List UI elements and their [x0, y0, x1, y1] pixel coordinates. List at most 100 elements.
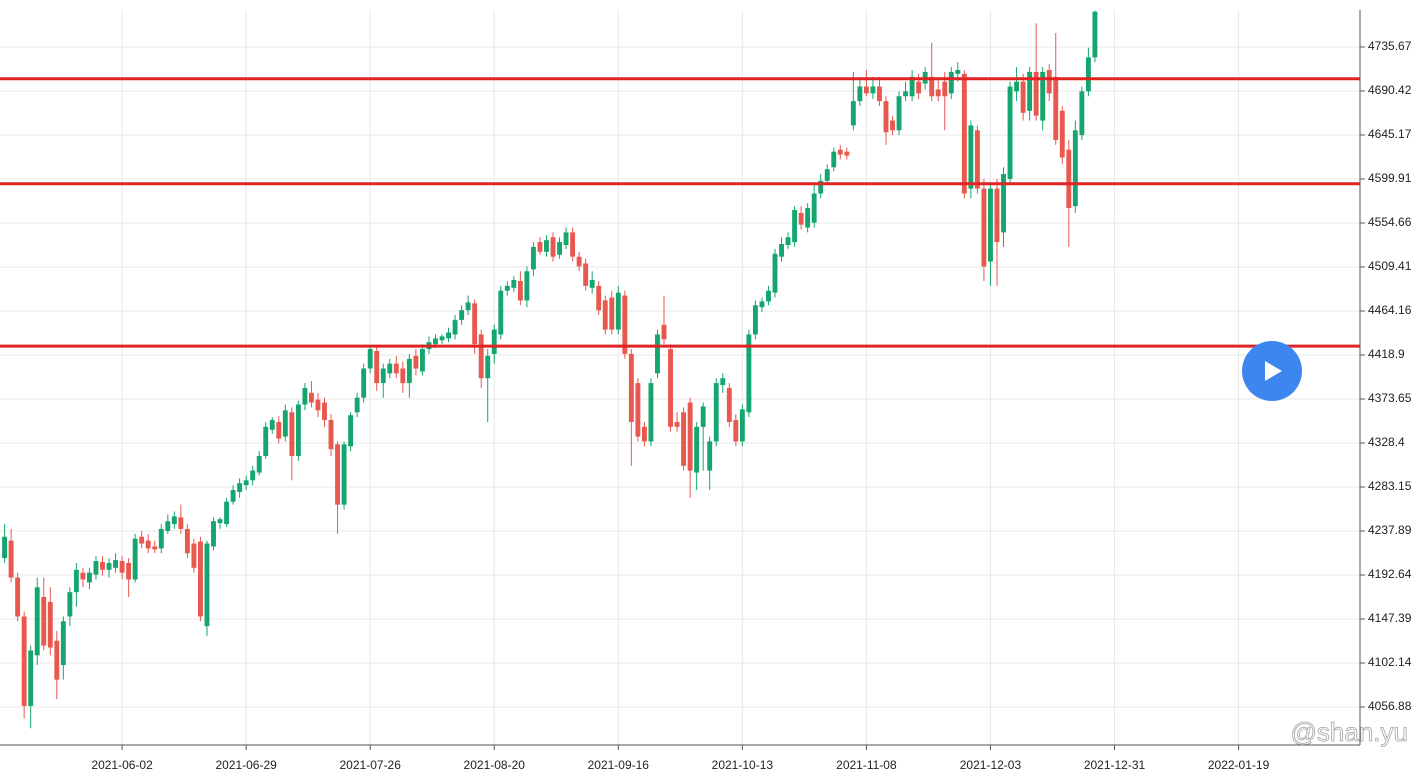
candle-body: [648, 383, 654, 442]
candle-body: [341, 444, 347, 505]
candle-body: [883, 101, 889, 133]
candle-body: [374, 351, 380, 384]
candle-body: [994, 188, 1000, 243]
candle-body: [433, 338, 438, 345]
candle-body: [28, 650, 34, 706]
candle-body: [2, 536, 8, 559]
y-tick-label: 4645.17: [1368, 127, 1412, 141]
candle-body: [204, 543, 210, 627]
candle-body: [772, 253, 778, 293]
candle-body: [1027, 71, 1033, 111]
candle-body: [766, 290, 771, 302]
candle-body: [380, 368, 386, 384]
candle-body: [335, 444, 340, 505]
candle-body: [1020, 81, 1026, 113]
candle-body: [511, 280, 517, 288]
candle-body: [733, 420, 739, 442]
candle-body: [668, 349, 673, 427]
candle-body: [230, 490, 236, 502]
candle-body: [948, 71, 954, 94]
candle-body: [263, 426, 269, 457]
candle-body: [132, 538, 138, 580]
candle-body: [289, 412, 295, 457]
candle-body: [47, 601, 53, 648]
candle-body: [54, 640, 60, 680]
x-tick-label: 2021-10-13: [712, 758, 774, 772]
candle-body: [831, 151, 837, 168]
candle-body: [955, 69, 961, 74]
candle-body: [988, 188, 993, 262]
candle-body: [576, 256, 582, 267]
candle-body: [100, 562, 105, 570]
candle-body: [811, 193, 817, 223]
candle-body: [41, 597, 47, 646]
candle-body: [896, 96, 902, 131]
candle-body: [1007, 86, 1013, 179]
candle-body: [720, 378, 726, 386]
candle-body: [602, 300, 608, 330]
candle-body: [158, 528, 164, 549]
candle-body: [80, 572, 86, 580]
axes: 4056.88 4102.14 4147.39 4192.64 4237.89 4283.…: [0, 10, 1412, 772]
candle-body: [707, 441, 713, 471]
play-icon[interactable]: [1265, 361, 1282, 381]
candle-body: [1046, 69, 1052, 94]
candle-body: [243, 480, 249, 486]
candle-body: [67, 592, 73, 617]
candle-body: [779, 244, 784, 257]
candle-body: [184, 528, 190, 554]
candle-body: [224, 501, 230, 525]
candle-body: [517, 280, 523, 301]
candle-body: [354, 397, 360, 413]
candle-body: [119, 561, 125, 573]
candle-body: [1079, 91, 1085, 136]
candle-body: [837, 149, 843, 155]
candle-body: [713, 383, 719, 442]
candle-body: [217, 519, 223, 524]
candle-body: [406, 358, 412, 384]
candle-body: [798, 212, 804, 225]
candle-body: [981, 188, 987, 267]
candle-body: [903, 91, 909, 97]
candle-body: [485, 355, 491, 379]
y-tick-label: 4237.89: [1368, 523, 1412, 537]
candle-body: [400, 368, 406, 384]
candle-body: [589, 280, 595, 288]
x-tick-label: 2022-01-19: [1208, 758, 1270, 772]
candle-body: [1066, 149, 1072, 209]
candle-body: [165, 521, 171, 531]
candle-body: [1014, 81, 1020, 92]
candle-body: [211, 521, 216, 547]
candle-body: [34, 587, 40, 656]
candle-body: [178, 517, 184, 529]
candle-body: [641, 426, 647, 442]
candle-body: [250, 470, 256, 481]
candle-body: [661, 324, 667, 340]
y-tick-label: 4554.66: [1368, 215, 1412, 229]
candle-body: [530, 246, 536, 270]
candle-body: [348, 415, 354, 447]
candle-body: [570, 232, 576, 257]
y-tick-label: 4283.15: [1368, 479, 1412, 493]
y-tick-label: 4102.14: [1368, 655, 1412, 669]
candle-body: [890, 120, 895, 131]
candle-body: [472, 303, 478, 345]
candle-body: [916, 81, 922, 94]
candle-body: [674, 421, 680, 427]
candle-body: [393, 363, 399, 374]
candle-body: [269, 420, 275, 430]
candle-body: [583, 263, 589, 286]
candle-body: [524, 271, 530, 301]
candle-body: [557, 242, 562, 255]
candle-body: [302, 387, 308, 405]
play-button[interactable]: [1242, 341, 1302, 401]
candle-body: [8, 540, 14, 578]
candle-body: [504, 285, 510, 291]
candle-body: [1001, 174, 1006, 233]
candle-body: [459, 310, 465, 320]
candle-body: [818, 180, 824, 194]
candle-body: [870, 86, 876, 94]
candle-body: [328, 420, 334, 450]
